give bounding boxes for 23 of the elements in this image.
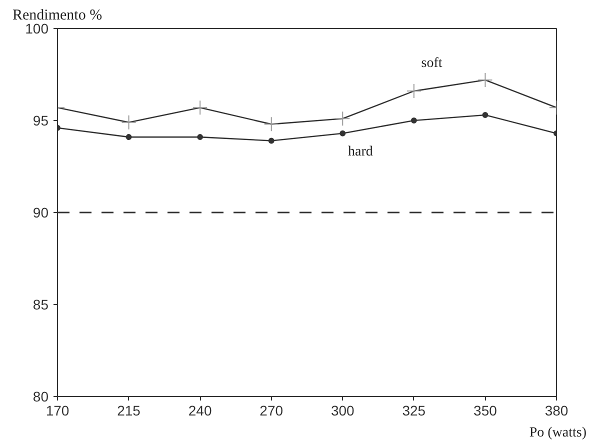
point xyxy=(340,130,346,136)
x-tick-label: 325 xyxy=(402,402,426,418)
x-tick-label: 240 xyxy=(188,402,212,418)
y-tick-label: 85 xyxy=(32,296,49,312)
series-label: hard xyxy=(348,144,373,160)
y-tick-label: 95 xyxy=(32,112,49,128)
x-tick-label: 270 xyxy=(260,402,284,418)
y-axis-title: Rendimento % xyxy=(12,8,102,24)
x-tick-label: 300 xyxy=(330,402,355,418)
y-tick-label: 100 xyxy=(25,20,49,36)
series-label: soft xyxy=(421,56,442,71)
point xyxy=(482,112,488,118)
x-axis-title: Po (watts) xyxy=(529,426,587,440)
y-tick-label: 80 xyxy=(32,388,49,404)
y-tick-label: 90 xyxy=(32,204,49,220)
x-tick-label: 215 xyxy=(117,402,141,418)
point xyxy=(268,138,274,144)
x-tick-label: 380 xyxy=(544,402,568,418)
point xyxy=(126,134,132,140)
point xyxy=(197,134,204,140)
point xyxy=(410,118,417,124)
x-tick-label: 170 xyxy=(46,402,70,418)
x-tick-label: 350 xyxy=(474,402,498,418)
